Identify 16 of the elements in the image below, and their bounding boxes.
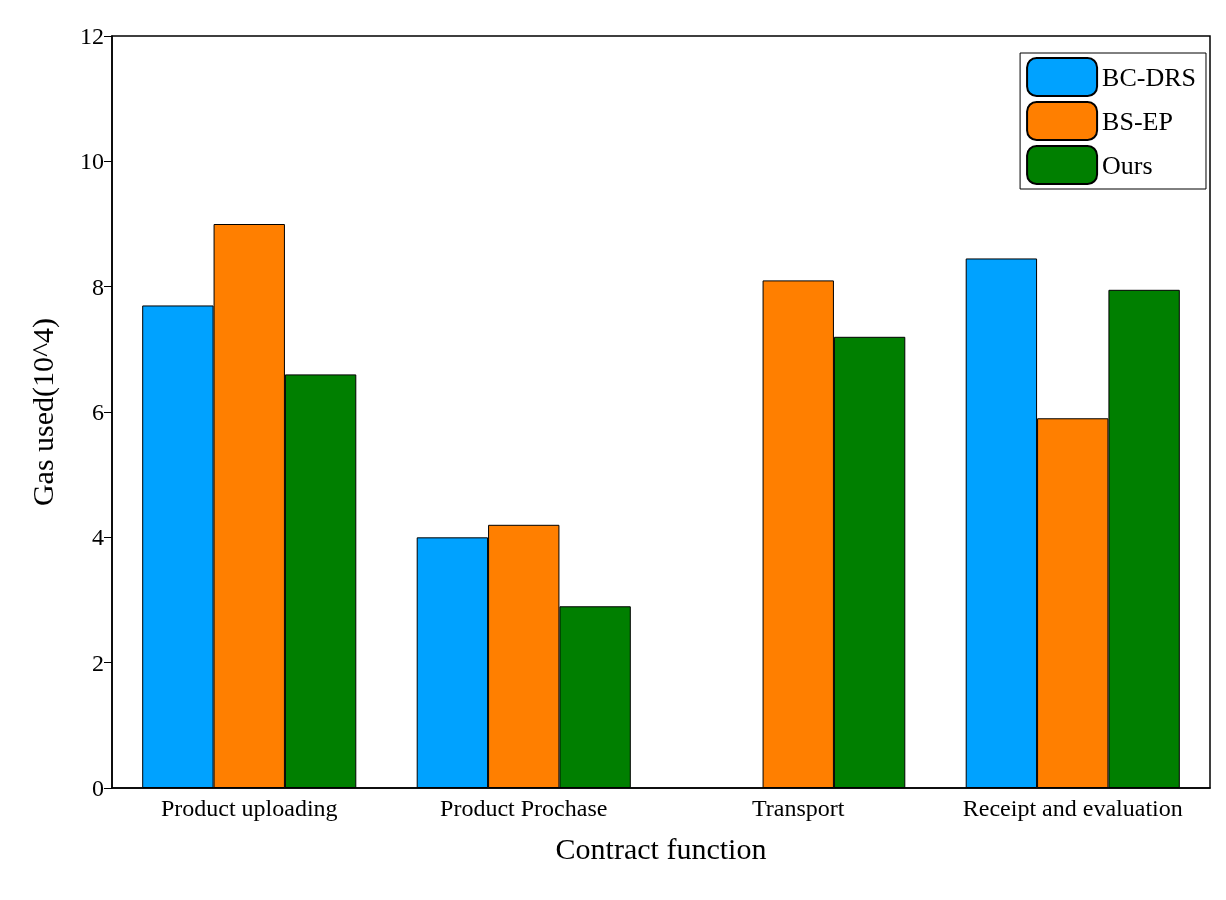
y-tick-label: 12 <box>80 23 104 49</box>
legend-label: BC-DRS <box>1102 62 1196 92</box>
legend-label: BS-EP <box>1102 106 1173 136</box>
y-tick-label: 2 <box>92 649 104 676</box>
y-tick-label: 10 <box>80 148 104 175</box>
x-tick-label: Transport <box>752 795 845 821</box>
x-tick-label: Receipt and evaluation <box>962 795 1183 821</box>
x-tick-label: Product Prochase <box>440 795 608 821</box>
y-tick-label: 0 <box>92 775 104 801</box>
legend-label: Ours <box>1102 150 1153 180</box>
x-axis-title: Contract function <box>555 831 767 865</box>
y-tick-label: 8 <box>92 273 104 300</box>
y-tick-label: 6 <box>92 399 104 425</box>
y-axis-title: Gas used(10^4) <box>25 317 60 507</box>
x-tick-label: Product uploading <box>160 795 338 821</box>
y-tick-label: 4 <box>92 524 104 551</box>
